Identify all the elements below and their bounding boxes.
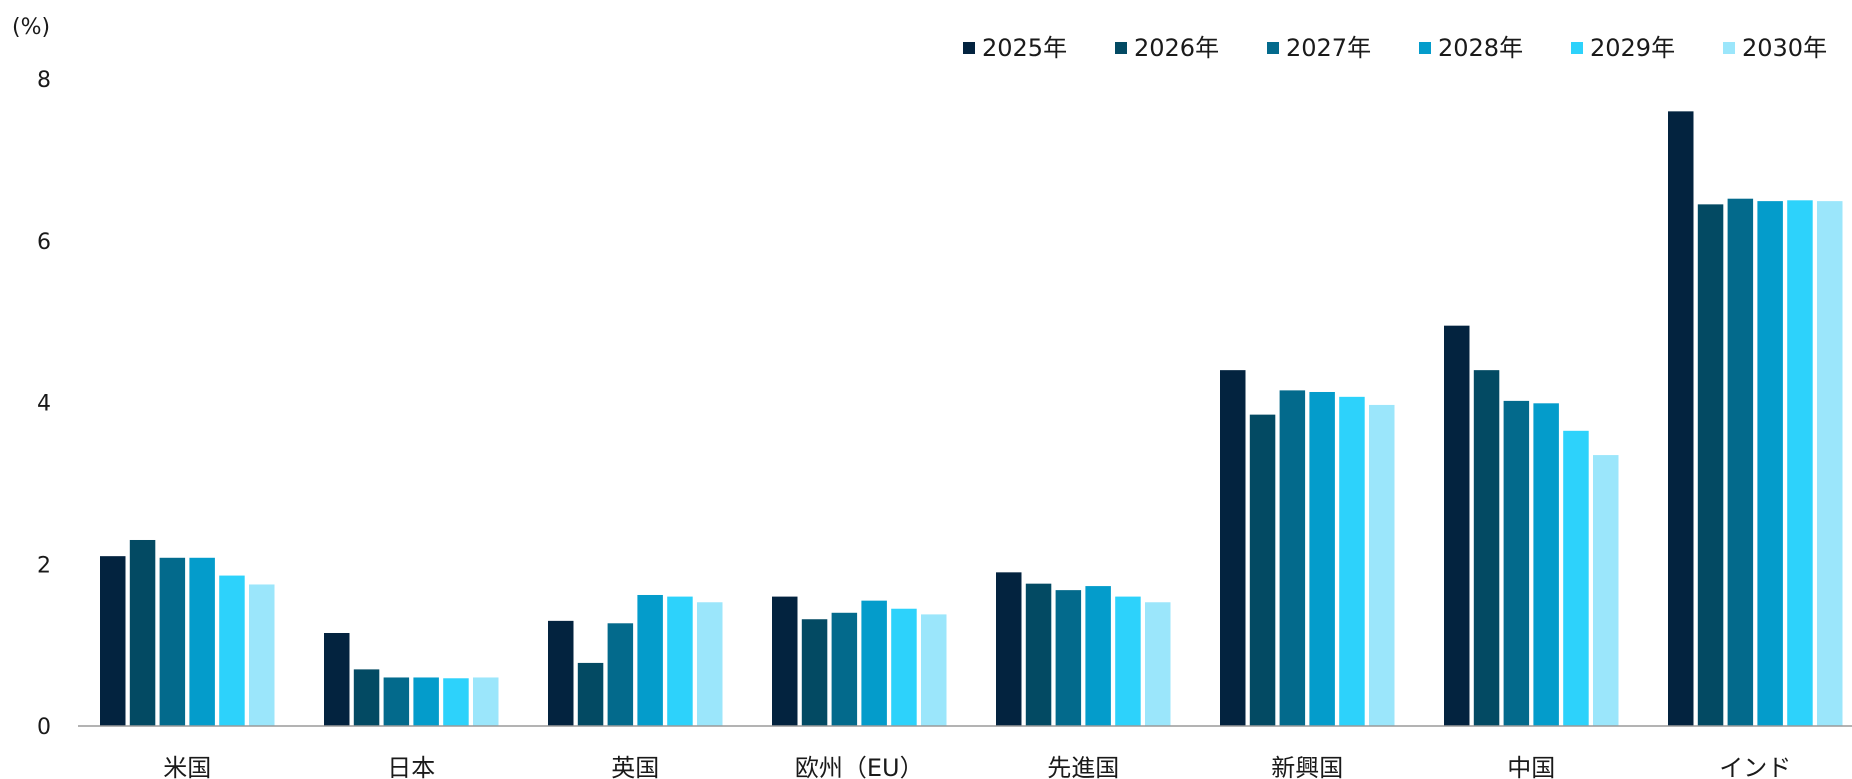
- bar: [1757, 201, 1783, 727]
- bar: [1339, 396, 1365, 726]
- bar: [1817, 201, 1843, 727]
- bar: [1369, 404, 1395, 726]
- legend-item: 2026年: [1115, 34, 1219, 62]
- bar-group: [1444, 325, 1619, 726]
- legend-swatch: [963, 42, 975, 54]
- y-tick-label: 8: [37, 68, 51, 93]
- legend-swatch: [1115, 42, 1127, 54]
- bar-group: [1668, 111, 1843, 727]
- x-category-label: 欧州（EU）: [795, 754, 924, 779]
- bar: [1025, 583, 1052, 726]
- legend-item: 2027年: [1267, 34, 1371, 62]
- bar-group: [1220, 370, 1395, 726]
- bar: [1563, 430, 1589, 726]
- legend-swatch: [1571, 42, 1583, 54]
- y-tick-label: 6: [37, 230, 51, 255]
- legend-label: 2025年: [982, 34, 1067, 62]
- bar: [1444, 325, 1470, 726]
- bar: [1668, 111, 1694, 727]
- bar: [996, 572, 1022, 726]
- bar: [353, 669, 380, 726]
- legend-item: 2025年: [963, 34, 1067, 62]
- bar: [1727, 198, 1754, 726]
- bar-groups: [100, 111, 1843, 727]
- legend-swatch: [1723, 42, 1735, 54]
- legend-label: 2029年: [1590, 34, 1675, 62]
- legend-item: 2030年: [1723, 34, 1827, 62]
- bar: [249, 584, 275, 726]
- bar: [324, 632, 350, 726]
- x-category-label: 英国: [611, 754, 659, 779]
- bar: [159, 557, 186, 726]
- y-axis-ticks: 0 2 4 6 8: [37, 68, 51, 740]
- bar: [1503, 400, 1530, 726]
- bar: [637, 594, 663, 726]
- bar: [1220, 370, 1246, 726]
- bar: [1085, 586, 1111, 726]
- bar: [1055, 590, 1082, 726]
- bar: [772, 596, 798, 726]
- bar: [831, 612, 858, 726]
- bar-group: [996, 572, 1171, 726]
- bar: [891, 608, 917, 726]
- bar: [1279, 390, 1306, 726]
- legend-swatch: [1267, 42, 1279, 54]
- bar-group: [548, 594, 723, 726]
- x-category-label: 中国: [1507, 754, 1555, 779]
- bar: [697, 602, 723, 726]
- bar: [219, 575, 245, 726]
- y-axis-unit-label: (%): [12, 15, 50, 40]
- bar-group: [772, 596, 947, 726]
- bar: [1145, 602, 1171, 726]
- bar: [413, 677, 439, 726]
- bar-group: [100, 539, 275, 726]
- bar: [383, 677, 410, 726]
- legend-label: 2028年: [1438, 34, 1523, 62]
- bar: [1697, 204, 1724, 726]
- x-category-label: インド: [1719, 754, 1791, 779]
- x-axis-category-labels: 米国 日本 英国 欧州（EU） 先進国 新興国 中国 インド: [163, 754, 1791, 779]
- bar: [1249, 414, 1276, 726]
- bar: [129, 539, 156, 726]
- x-category-label: 新興国: [1271, 754, 1343, 779]
- bar: [1787, 200, 1813, 726]
- bar: [1593, 455, 1619, 726]
- bar: [1533, 403, 1559, 726]
- bar-group: [324, 632, 499, 726]
- x-category-label: 米国: [163, 754, 211, 779]
- y-tick-label: 0: [37, 715, 51, 740]
- bar: [443, 678, 469, 726]
- bar: [1115, 596, 1141, 726]
- bar: [1309, 391, 1335, 726]
- bar: [1473, 370, 1500, 726]
- bar: [921, 614, 947, 726]
- legend-item: 2028年: [1419, 34, 1523, 62]
- legend: 2025年 2026年 2027年 2028年 2029年 2030年: [963, 34, 1827, 62]
- y-tick-label: 4: [37, 392, 51, 417]
- y-tick-label: 2: [37, 553, 51, 578]
- bar: [548, 620, 574, 726]
- bar: [801, 619, 828, 726]
- bar: [100, 556, 126, 726]
- bar: [473, 677, 499, 726]
- legend-label: 2026年: [1134, 34, 1219, 62]
- bar: [577, 662, 604, 726]
- legend-item: 2029年: [1571, 34, 1675, 62]
- bar: [189, 557, 215, 726]
- legend-label: 2030年: [1742, 34, 1827, 62]
- legend-swatch: [1419, 42, 1431, 54]
- x-category-label: 先進国: [1047, 754, 1119, 779]
- bar: [861, 600, 887, 726]
- bar: [607, 623, 634, 726]
- legend-label: 2027年: [1286, 34, 1371, 62]
- bar: [667, 596, 693, 726]
- x-category-label: 日本: [387, 754, 435, 779]
